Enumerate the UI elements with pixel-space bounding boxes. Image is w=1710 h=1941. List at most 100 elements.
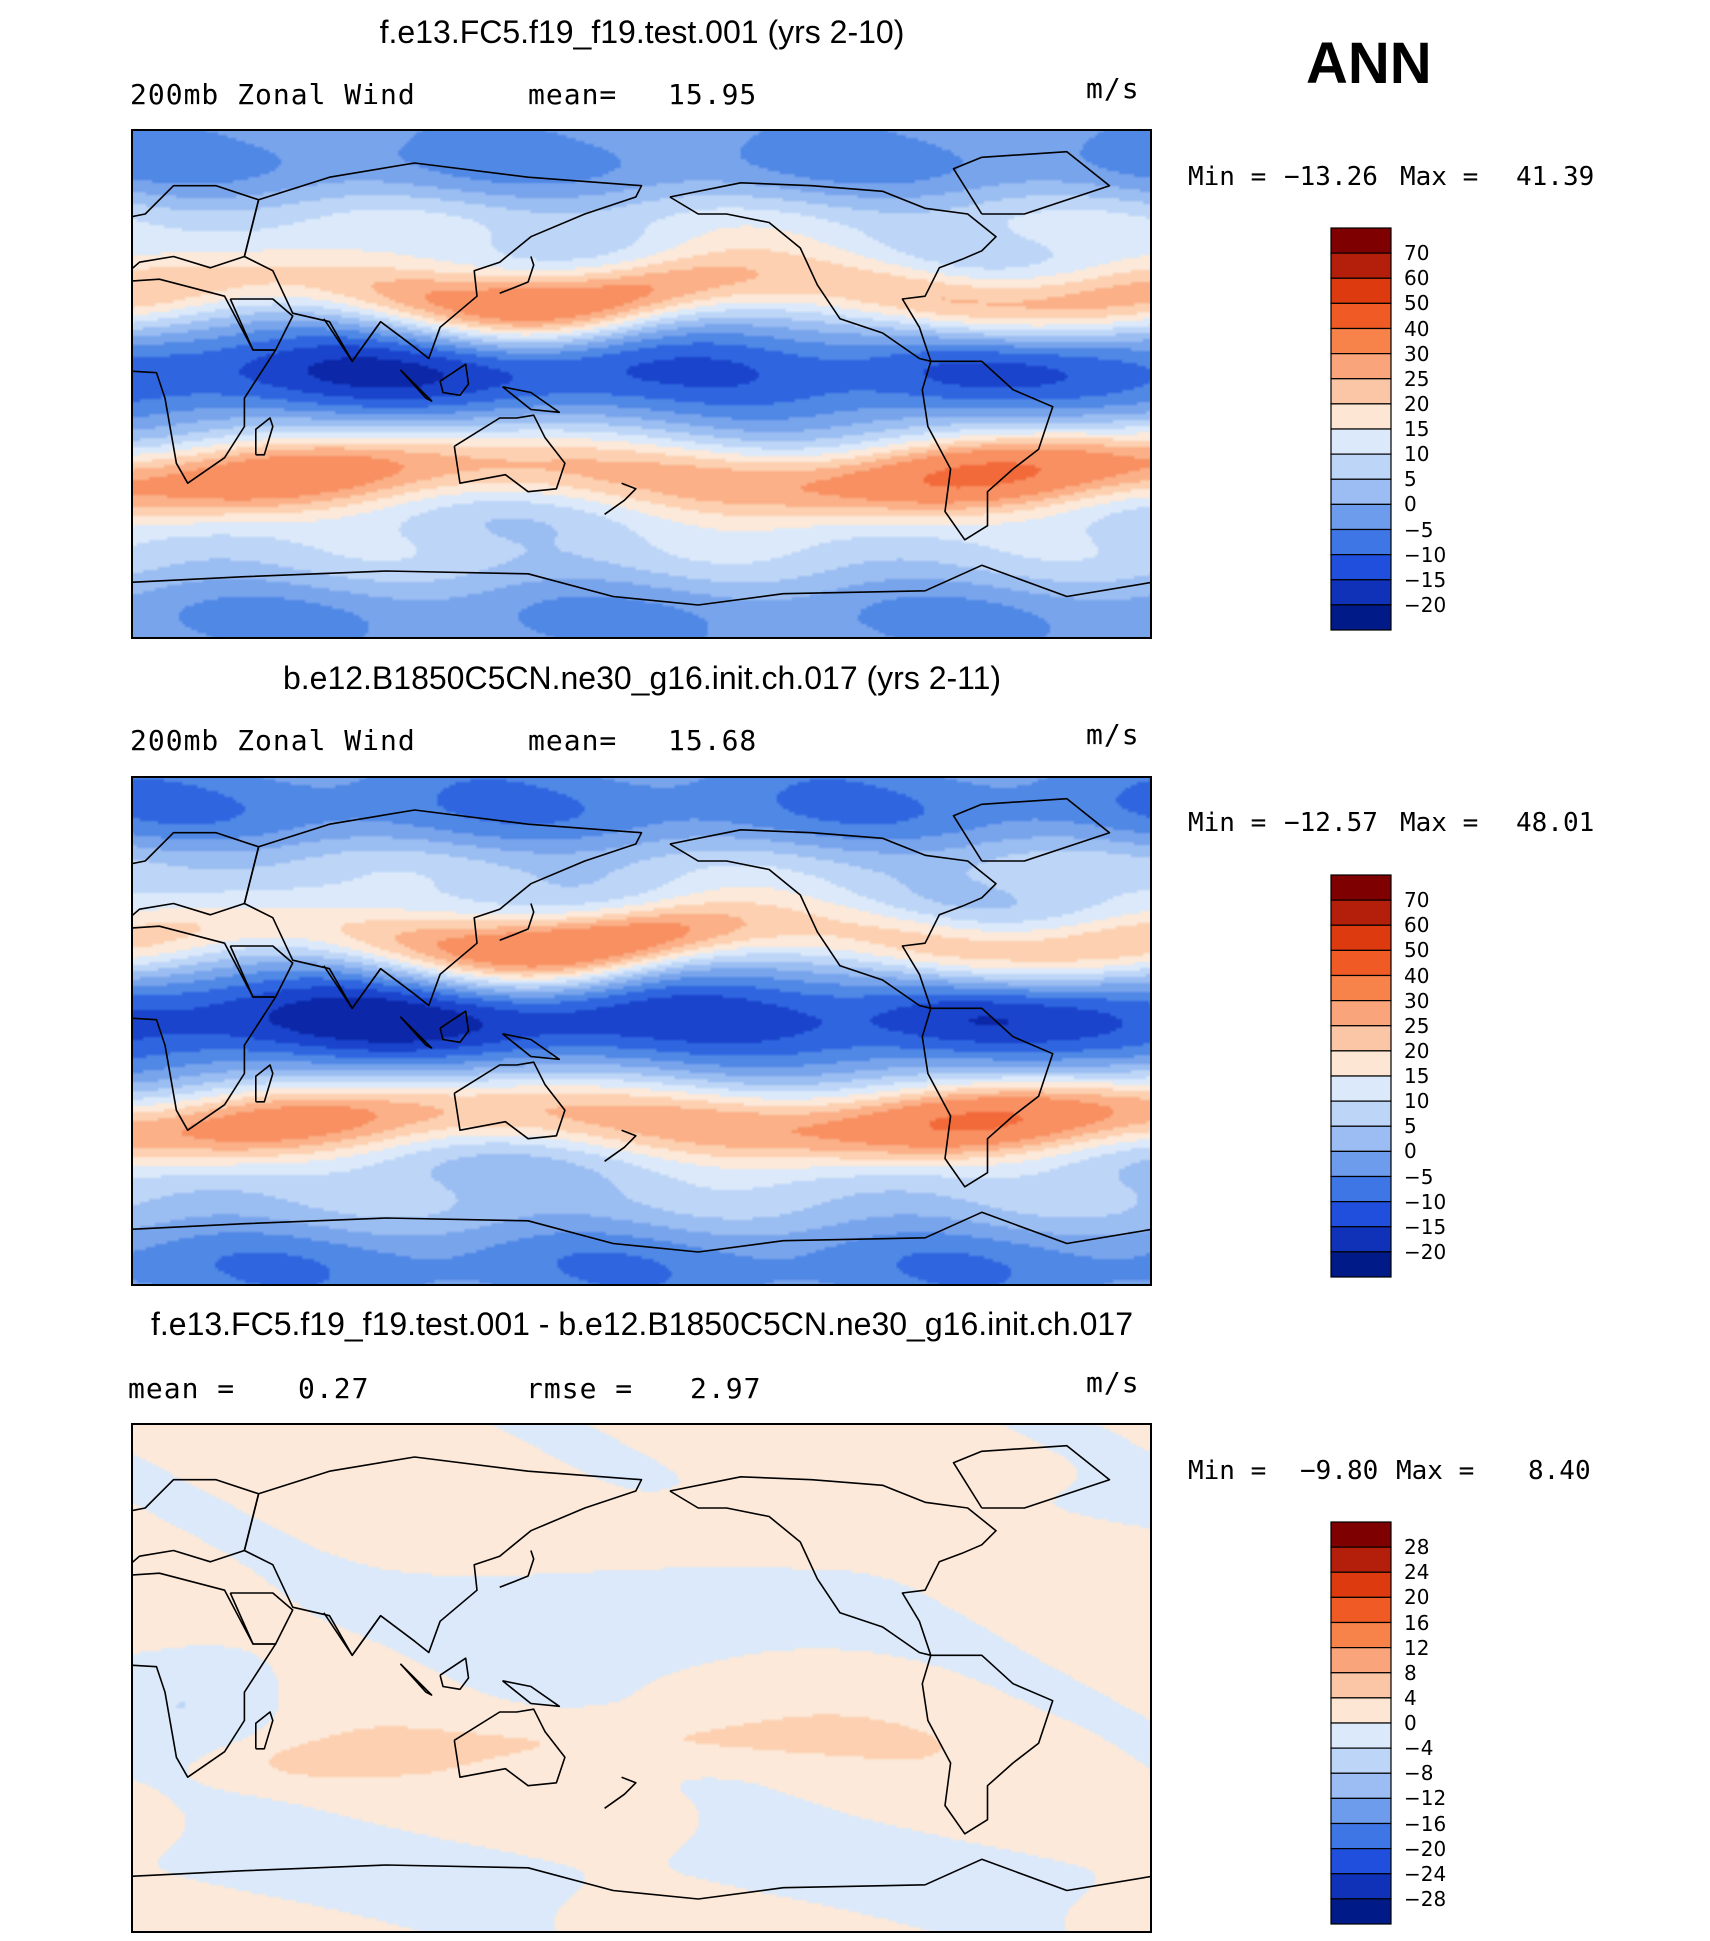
colorbar-box (1330, 1226, 1392, 1253)
coastline-africa (131, 278, 277, 485)
colorbar-box (1330, 327, 1392, 355)
coastline-asia (243, 1456, 643, 1657)
panel-2-colorbar (1330, 874, 1392, 1278)
coastline-arabia (229, 945, 294, 998)
panel-1-map (131, 129, 1152, 639)
colorbar-tick-label: 20 (1404, 391, 1430, 416)
colorbar-box (1330, 503, 1392, 531)
colorbar-box (1330, 428, 1392, 455)
coastline-namerica (669, 828, 997, 1010)
panel-1-max-label: Max = (1400, 162, 1479, 192)
colorbar-tick-label: 40 (1404, 963, 1430, 988)
colorbar-tick-label: −20 (1404, 1836, 1447, 1861)
colorbar-tick-label: 12 (1404, 1635, 1430, 1660)
coastline-india (323, 1612, 382, 1657)
panel-3-min-label: Min = (1188, 1456, 1267, 1486)
colorbar-box (1330, 353, 1392, 380)
panel-1-min-label: Min = (1188, 162, 1267, 192)
panel-2-max-label: Max = (1400, 808, 1479, 838)
panel-3-rmse-value: 2.97 (690, 1372, 762, 1405)
colorbar-box (1330, 924, 1392, 951)
panel-3-colorbar (1330, 1521, 1392, 1925)
panel-1-max-value: 41.39 (1516, 162, 1595, 192)
colorbar-tick-label: 5 (1404, 467, 1417, 492)
coastline-nz (604, 1129, 637, 1162)
coastline-greenland (952, 797, 1111, 862)
colorbar-tick-label: 25 (1404, 366, 1430, 391)
colorbar-tick-label: −12 (1404, 1786, 1447, 1811)
panel-3-mean-value: 0.27 (298, 1372, 370, 1405)
panel-1-min-value: −13.26 (1284, 162, 1378, 192)
coastline-australia (453, 1708, 566, 1787)
colorbar-box (1330, 378, 1392, 405)
panel-3-title: f.e13.FC5.f19_f19.test.001 - b.e12.B1850… (150, 1306, 1134, 1342)
colorbar-box (1330, 453, 1392, 480)
colorbar-tick-label: 25 (1404, 1013, 1430, 1038)
panel-1-units: m/s (1086, 72, 1140, 105)
panel-2-mean-value: 15.68 (668, 724, 758, 757)
panel-1-mean-value: 15.95 (668, 78, 758, 111)
colorbar-box (1330, 1075, 1392, 1102)
coastline-japan (499, 1550, 535, 1589)
coastline-asia (243, 162, 643, 363)
colorbar-box (1330, 1822, 1392, 1850)
coastline-india (323, 965, 382, 1010)
colorbar-tick-label: 28 (1404, 1535, 1430, 1560)
colorbar-box (1330, 252, 1392, 279)
colorbar-tick-label: 70 (1404, 888, 1430, 913)
colorbar-tick-label: 15 (1404, 417, 1430, 441)
colorbar-tick-label: −5 (1404, 517, 1434, 542)
colorbar-tick-label: 40 (1404, 316, 1430, 341)
colorbar-box (1330, 1050, 1392, 1077)
coastline-borneo (439, 1010, 470, 1044)
coastline-namerica (669, 181, 997, 363)
colorbar-tick-label: −15 (1404, 567, 1447, 592)
colorbar-tick-label: 50 (1404, 291, 1430, 316)
colorbar-tick-label: 20 (1404, 1038, 1430, 1063)
panel-3-max-value: 8.40 (1528, 1456, 1591, 1486)
colorbar-box (1330, 403, 1392, 430)
colorbar-box (1330, 528, 1392, 556)
coastline-samerica (921, 360, 1054, 541)
colorbar-box (1330, 1175, 1392, 1203)
colorbar-box (1330, 579, 1392, 606)
panel-2-units: m/s (1086, 718, 1140, 751)
map-frame (131, 129, 1152, 639)
panel-1-colorbar (1330, 227, 1392, 631)
colorbar-tick-label: −28 (1404, 1886, 1447, 1911)
panel-1-colorbar-labels: 70 60 50 40 30 25 20 15 10 5 0 −5 −10 −15 −20 (1404, 227, 1484, 631)
colorbar-box (1330, 1571, 1392, 1598)
colorbar-tick-label: 20 (1404, 1585, 1430, 1610)
colorbar-tick-label: 60 (1404, 913, 1430, 938)
coastline-arabia (229, 1592, 294, 1645)
colorbar-tick-label: 4 (1404, 1685, 1417, 1710)
colorbar-box (1330, 1772, 1392, 1799)
colorbar-tick-label: 0 (1404, 492, 1417, 517)
colorbar-box (1330, 1848, 1392, 1875)
colorbar-tick-label: −15 (1404, 1214, 1447, 1239)
coastline-japan (499, 903, 535, 942)
panel-3-colorbar-labels: 28 24 20 16 12 8 4 0 −4 −8 −12 −16 −20 −24 −28 (1404, 1521, 1484, 1925)
colorbar-tick-label: 50 (1404, 938, 1430, 963)
colorbar-box (1330, 1125, 1392, 1152)
coastline-australia (453, 414, 566, 493)
map-frame (131, 776, 1152, 1286)
colorbar-box (1330, 604, 1392, 631)
coastline-antarctica (131, 1858, 1152, 1900)
colorbar-tick-label: 10 (1404, 1089, 1430, 1114)
colorbar-tick-label: 70 (1404, 241, 1430, 266)
coastline-india (323, 318, 382, 363)
colorbar-box (1330, 1672, 1392, 1699)
colorbar-box (1330, 1722, 1392, 1749)
colorbar-tick-label: −20 (1404, 1239, 1447, 1264)
colorbar-box (1330, 1873, 1392, 1900)
colorbar-tick-label: −24 (1404, 1861, 1447, 1886)
panel-3-max-label: Max = (1396, 1456, 1475, 1486)
coastline-greenland (952, 150, 1111, 215)
colorbar-box (1330, 302, 1392, 330)
colorbar-box (1330, 1521, 1392, 1548)
colorbar-tick-label: −20 (1404, 592, 1447, 617)
colorbar-box (1330, 899, 1392, 926)
wind-field-2 (131, 1423, 1152, 1933)
coastline-japan (499, 256, 535, 295)
